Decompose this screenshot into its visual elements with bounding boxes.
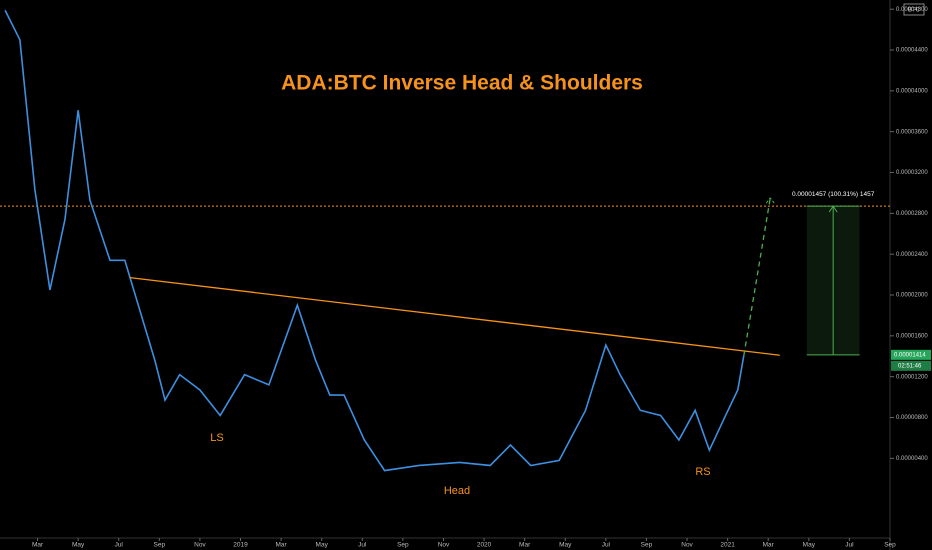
pattern-label: RS — [695, 466, 710, 478]
x-tick-label: Jul — [115, 542, 124, 549]
x-tick-label: May — [316, 542, 329, 549]
measure-arrow-head — [828, 205, 838, 213]
x-tick-label: May — [559, 542, 572, 549]
pattern-label: Head — [444, 485, 470, 497]
x-tick-label: Sep — [154, 542, 166, 549]
y-tick-label: 0.00002400 — [896, 252, 928, 258]
y-tick-label: 0.00002000 — [896, 293, 928, 299]
last-price-box — [891, 349, 931, 360]
y-tick-label: 0.00001200 — [896, 374, 928, 380]
series-line — [4, 9, 745, 472]
axis-unit: BTC — [908, 8, 921, 14]
x-tick-label: Sep — [641, 542, 653, 549]
pattern-label: LS — [210, 432, 223, 444]
x-tick-label: May — [72, 542, 85, 549]
x-tick-label: 2021 — [720, 542, 735, 549]
x-tick-label: Sep — [397, 542, 409, 549]
countdown: 02:51:46 — [898, 363, 922, 369]
x-tick-label: Jul — [358, 542, 367, 549]
x-tick-label: May — [803, 542, 816, 549]
chart-title: ADA:BTC Inverse Head & Shoulders — [281, 72, 643, 95]
x-tick-label: Nov — [438, 542, 450, 549]
y-tick-label: 0.00002800 — [896, 211, 928, 217]
x-tick-label: Nov — [194, 542, 206, 549]
x-tick-label: 2020 — [477, 542, 492, 549]
y-tick-label: 0.00004400 — [896, 48, 928, 54]
x-tick-label: 2019 — [233, 542, 248, 549]
x-tick-label: Mar — [519, 542, 531, 549]
x-tick-label: Mar — [276, 542, 288, 549]
y-tick-label: 0.00001600 — [896, 333, 928, 339]
unit-box — [903, 3, 925, 16]
y-tick-label: 0.00003600 — [896, 129, 928, 135]
series-line — [129, 277, 780, 356]
x-tick-label: Sep — [884, 542, 896, 549]
y-tick-label: 0.00000400 — [896, 456, 928, 462]
x-tick-label: Mar — [763, 542, 775, 549]
y-tick-label: 0.00004000 — [896, 88, 928, 94]
measure-label: 0.00001457 (100.31%) 1457 — [792, 191, 875, 198]
last-price-label: 0.00001414 — [894, 352, 926, 358]
x-tick-label: Jul — [602, 542, 611, 549]
arrow-head — [765, 197, 775, 204]
y-tick-label: 0.00003200 — [896, 170, 928, 176]
x-tick-label: Mar — [32, 542, 44, 549]
y-tick-label: 0.00000800 — [896, 415, 928, 421]
x-tick-label: Jul — [845, 542, 854, 549]
countdown-box — [891, 360, 931, 371]
x-tick-label: Nov — [681, 542, 693, 549]
y-tick-label: 0.00004800 — [896, 7, 928, 13]
